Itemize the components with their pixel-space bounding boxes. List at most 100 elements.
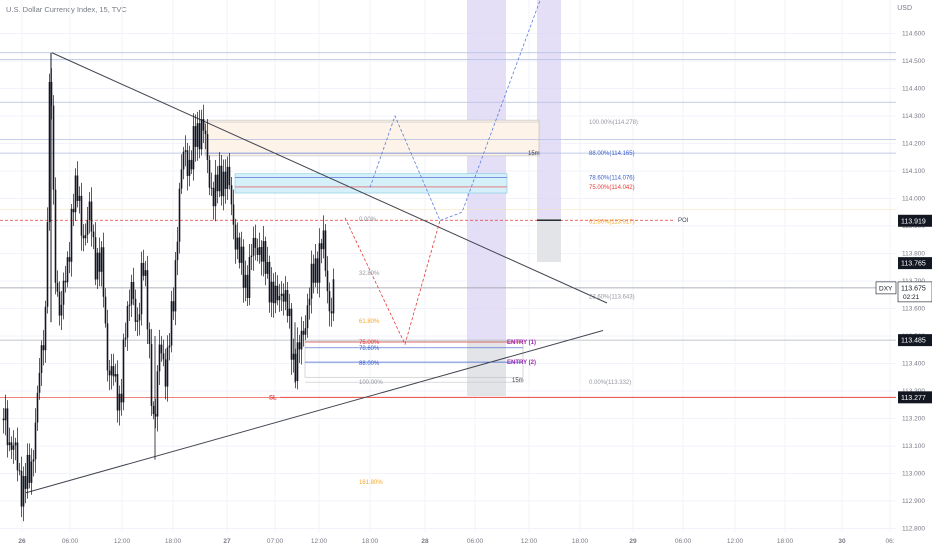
candle-body — [160, 344, 163, 354]
candle-body — [240, 246, 243, 263]
candle-body — [194, 126, 197, 147]
candle-body — [166, 347, 169, 387]
gray-zone — [467, 340, 506, 396]
candle-body — [286, 290, 289, 316]
candle-body — [120, 393, 123, 403]
candle-body — [190, 159, 193, 170]
candle-body — [316, 258, 319, 283]
candle-body — [18, 470, 21, 472]
candle-body — [96, 252, 99, 280]
candle-body — [30, 461, 33, 483]
candle-body — [232, 204, 235, 225]
x-tick-label: 18:00 — [777, 538, 794, 545]
candle-body — [48, 81, 51, 223]
fib-label: 61.80% — [359, 319, 380, 325]
candle-body — [112, 366, 115, 377]
x-tick-label: 18:00 — [362, 538, 379, 545]
timeframe-label: 15m — [512, 378, 524, 384]
candle-body — [86, 219, 89, 235]
y-tick-label: 113.800 — [902, 251, 925, 258]
candle-body — [230, 185, 233, 205]
candle-body — [152, 405, 155, 414]
y-tick-label: 113.700 — [902, 278, 925, 285]
candle-body — [2, 418, 5, 421]
candle-body — [312, 263, 315, 283]
candle-body — [146, 270, 149, 330]
candle-body — [188, 159, 191, 176]
currency-label: USD — [897, 5, 912, 12]
candle-body — [330, 311, 333, 314]
candle-body — [306, 305, 309, 329]
candle-body — [24, 476, 27, 489]
price-badge-text: 113.277 — [901, 395, 926, 402]
price-badge — [898, 391, 932, 404]
candle-body — [32, 459, 35, 462]
price-badge — [898, 257, 932, 270]
x-tick-label: 18:00 — [165, 538, 182, 545]
candle-body — [130, 282, 133, 305]
x-tick-label: 06:00 — [62, 538, 79, 545]
candle-body — [302, 330, 305, 335]
x-tick-label: 06:00 — [467, 538, 484, 545]
candle-body — [290, 308, 293, 360]
fib-label: 23.60%(113.643) — [589, 295, 635, 301]
candle-body — [220, 165, 223, 197]
candle-body — [94, 237, 97, 280]
candle-body — [52, 105, 55, 190]
candle-body — [78, 195, 81, 201]
candle-body — [234, 224, 237, 250]
candle-body — [272, 281, 275, 304]
candle-body — [148, 329, 151, 344]
candle-body — [74, 175, 77, 213]
fib-label: 61.80%(113.917) — [589, 219, 635, 225]
y-tick-label: 113.400 — [902, 361, 925, 368]
violet-zone — [537, 0, 561, 218]
y-tick-label: 114.000 — [902, 196, 925, 203]
candle-body — [252, 237, 255, 256]
candle-body — [324, 230, 327, 271]
x-tick-label: 12:00 — [521, 538, 538, 545]
symbol-badge-text: DXY — [879, 285, 893, 292]
price-badge — [898, 214, 932, 227]
candle-body — [62, 280, 65, 305]
candle-body — [216, 174, 219, 192]
projection-path-blue — [369, 0, 541, 222]
fib-label: 88.00% — [359, 361, 380, 367]
candle-body — [82, 235, 85, 239]
candle-body — [22, 476, 25, 507]
candle-body — [88, 201, 91, 220]
countdown-text: 02:21 — [903, 294, 920, 301]
fib-label: 161.80% — [359, 480, 383, 486]
candle-body — [206, 134, 209, 160]
y-tick-label: 113.000 — [902, 471, 925, 478]
candle-body — [158, 344, 161, 372]
candle-body — [320, 243, 323, 250]
candle-body — [204, 130, 207, 135]
candle-body — [282, 293, 285, 302]
sl-label: SL — [269, 395, 277, 401]
projection-path-red — [344, 217, 441, 346]
candle-body — [172, 301, 175, 312]
candle-body — [102, 247, 105, 297]
candle-body — [142, 262, 145, 276]
entry-label: ENTRY (1) — [507, 340, 536, 346]
candle-body — [304, 328, 307, 335]
candle-body — [184, 150, 187, 152]
x-tick-label: 30 — [838, 538, 846, 545]
cyan-zone — [234, 173, 508, 194]
candle-body — [118, 393, 121, 411]
candle-body — [28, 454, 31, 483]
candle-body — [76, 175, 79, 201]
violet-zone — [467, 0, 506, 396]
candle-body — [318, 243, 321, 283]
candle-body — [222, 171, 225, 197]
candle-body — [20, 470, 23, 507]
candle-body — [260, 247, 263, 262]
candle-body — [144, 270, 147, 276]
candle-body — [284, 290, 287, 302]
candle-body — [202, 119, 205, 131]
candle-body — [6, 408, 9, 446]
fib-label: 78.60% — [359, 346, 380, 352]
candle-body — [198, 123, 201, 150]
